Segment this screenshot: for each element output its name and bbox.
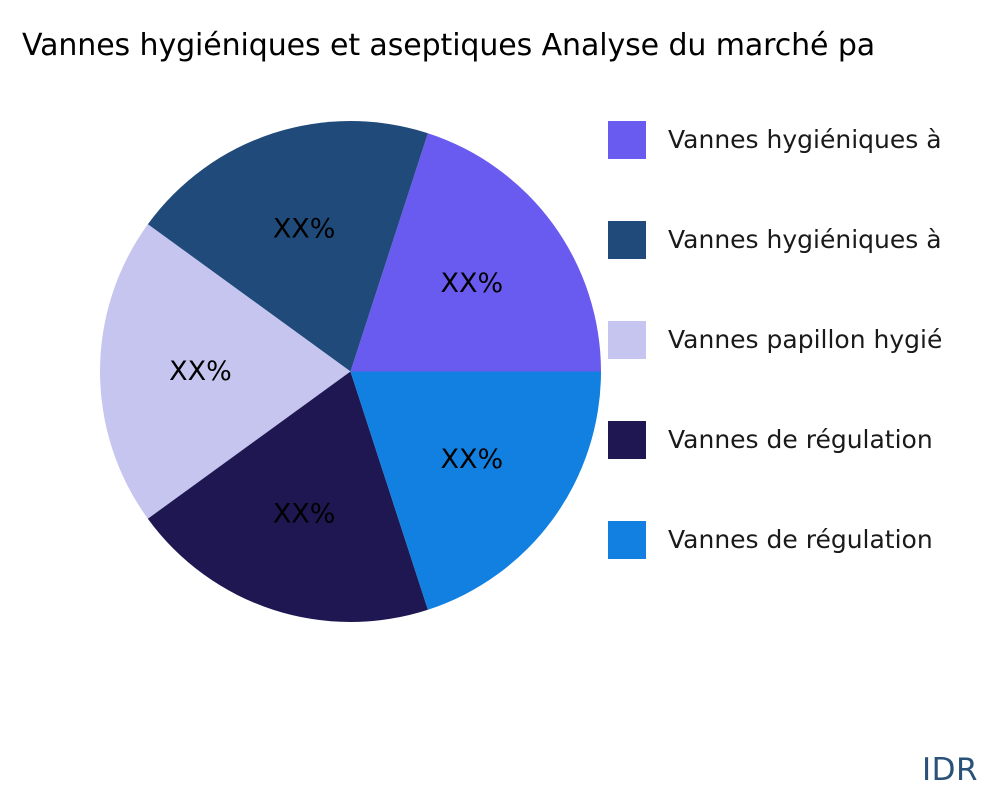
legend-item[interactable]: Vannes de régulation: [608, 518, 933, 562]
page-title: Vannes hygiéniques et aseptiques Analyse…: [22, 28, 876, 63]
watermark-idr: IDR: [922, 752, 979, 788]
legend-item-label: Vannes hygiéniques à: [668, 225, 942, 254]
pie-slice-label: XX%: [273, 213, 336, 244]
pie-slice-label: XX%: [441, 268, 504, 299]
legend-swatch-teal: [608, 221, 646, 259]
pie-slice[interactable]: [147, 371, 428, 623]
pie-slice-group: [100, 121, 601, 622]
legend-swatch-navy: [608, 421, 646, 459]
pie-chart-svg: XX% XX% XX% XX% XX%: [100, 121, 601, 622]
legend-swatch-blue: [608, 521, 646, 559]
pie-slice[interactable]: [350, 133, 602, 372]
legend-item-label: Vannes hygiéniques à: [668, 125, 942, 154]
legend-item[interactable]: Vannes de régulation: [608, 418, 933, 462]
chart-legend: Vannes hygiéniques à Vannes hygiéniques à…: [608, 118, 1000, 598]
legend-item[interactable]: Vannes hygiéniques à: [608, 118, 942, 162]
pie-label-group: XX% XX% XX% XX% XX%: [169, 213, 503, 529]
legend-swatch-lavender: [608, 321, 646, 359]
pie-slice[interactable]: [147, 121, 428, 372]
pie-chart: XX% XX% XX% XX% XX%: [100, 121, 601, 622]
legend-item-label: Vannes de régulation: [668, 425, 933, 454]
legend-item[interactable]: Vannes papillon hygié: [608, 318, 942, 362]
pie-slice[interactable]: [350, 371, 602, 610]
legend-item-label: Vannes papillon hygié: [668, 325, 943, 354]
legend-item[interactable]: Vannes hygiéniques à: [608, 218, 942, 262]
legend-swatch-purple: [608, 121, 646, 159]
pie-slice[interactable]: [100, 224, 351, 519]
pie-slice-label: XX%: [273, 499, 336, 530]
pie-slice-label: XX%: [441, 444, 504, 475]
pie-slice-label: XX%: [169, 356, 232, 387]
legend-item-label: Vannes de régulation: [668, 525, 933, 554]
